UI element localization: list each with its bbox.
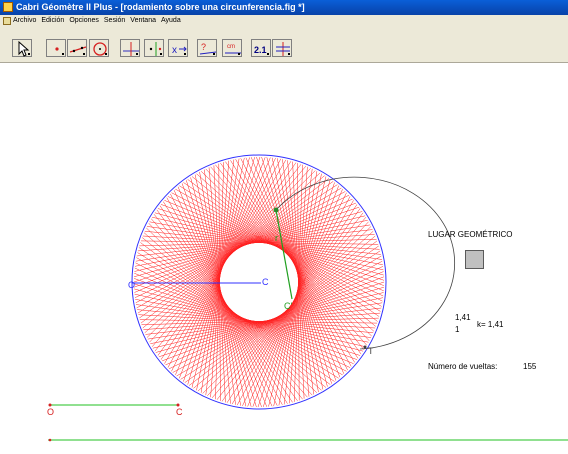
symmetry-icon — [149, 42, 162, 56]
perpendicular-tool[interactable] — [120, 39, 140, 57]
segment-c-point[interactable] — [176, 403, 180, 407]
menu-archivo[interactable]: Archivo — [13, 17, 37, 24]
point-r[interactable] — [273, 207, 279, 213]
big-circle[interactable] — [131, 154, 387, 410]
menu-opciones[interactable]: Opciones — [69, 17, 99, 24]
label-o-left: O — [128, 280, 136, 290]
menu-ayuda[interactable]: Ayuda — [161, 17, 181, 24]
svg-text:cm: cm — [227, 44, 235, 50]
ratio-numerator: 1,41 — [455, 313, 471, 322]
label-c: C — [262, 277, 269, 287]
line-tool[interactable] — [67, 39, 87, 57]
line-icon — [69, 46, 87, 53]
locus-curve — [275, 176, 456, 350]
circle-tool[interactable] — [89, 39, 109, 57]
draw-icon — [276, 42, 290, 56]
pointer-tool[interactable] — [12, 39, 32, 57]
envelope-chord — [162, 276, 384, 362]
menu-ventana[interactable]: Ventana — [130, 17, 156, 24]
symmetry-tool[interactable] — [144, 39, 164, 57]
menu-bar: Archivo Edición Opciones Sesión Ventana Ayuda — [0, 15, 568, 27]
display-tool[interactable]: 2.1 — [251, 39, 271, 57]
ratio-denominator: 1 — [455, 325, 460, 334]
document-icon[interactable] — [3, 17, 11, 25]
locus-label: LUGAR GEOMÉTRICO — [428, 230, 513, 239]
label-segment-c: C — [176, 407, 183, 417]
envelope-lines — [133, 156, 385, 408]
point-icon — [55, 47, 59, 51]
turns-value: 155 — [523, 362, 537, 371]
label-c-prime: C' — [284, 301, 293, 311]
label-segment-o: O — [47, 407, 55, 417]
line-start-point[interactable] — [48, 438, 52, 442]
toolbar: x ? cm 2.1 — [0, 27, 568, 63]
measure-tool[interactable]: cm — [222, 39, 242, 57]
svg-text:x: x — [172, 45, 177, 56]
menu-sesion[interactable]: Sesión — [103, 17, 126, 24]
label-t: T — [368, 346, 374, 356]
title-bar: Cabri Géomètre II Plus - [rodamiento sob… — [0, 0, 568, 15]
app-icon — [3, 2, 13, 12]
arrow-pointer-icon — [18, 40, 30, 57]
svg-text:?: ? — [201, 42, 206, 52]
draw-tool[interactable] — [272, 39, 292, 57]
turns-label: Número de vueltas: — [428, 362, 498, 371]
perpendicular-icon — [123, 42, 139, 56]
check-property-tool[interactable]: ? — [197, 39, 217, 57]
label-r: r — [275, 233, 278, 243]
radius-green[interactable] — [275, 209, 293, 300]
macro-tool[interactable]: x — [168, 39, 188, 57]
locus-button[interactable] — [465, 250, 484, 269]
k-value: k= 1,41 — [477, 320, 504, 329]
menu-edicion[interactable]: Edición — [41, 17, 65, 24]
circle-icon — [93, 42, 107, 56]
window-title: Cabri Géomètre II Plus - [rodamiento sob… — [16, 2, 305, 12]
svg-text:2.1: 2.1 — [254, 45, 267, 55]
segment-o-point[interactable] — [48, 403, 52, 407]
point-t[interactable] — [363, 345, 367, 349]
numeric-2-1-icon: 2.1 — [254, 45, 267, 55]
point-tool[interactable] — [46, 39, 66, 57]
macro-icon: x — [172, 45, 187, 56]
